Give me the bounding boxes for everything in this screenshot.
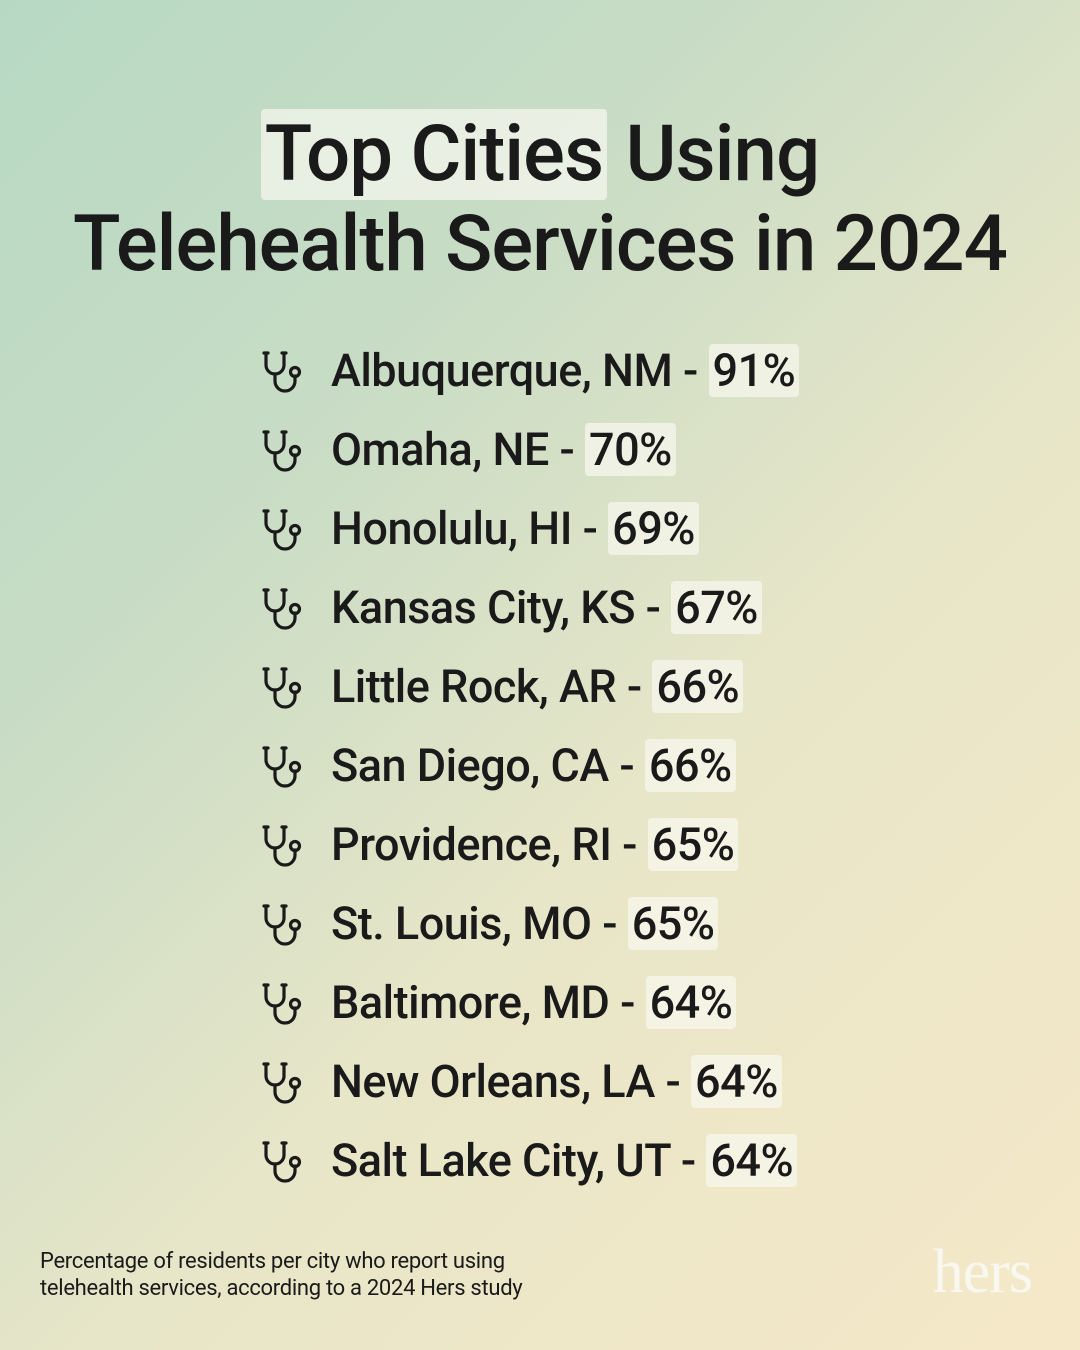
city-percentage: 91% xyxy=(709,344,800,397)
stethoscope-icon xyxy=(255,900,303,948)
list-item: Omaha, NE - 70% xyxy=(255,423,1080,476)
list-item: Little Rock, AR - 66% xyxy=(255,660,1080,713)
title-line1-rest: Using xyxy=(607,109,819,200)
list-item-text: Providence, RI - 65% xyxy=(331,818,738,871)
city-name: Salt Lake City, UT xyxy=(331,1134,670,1187)
list-item: Salt Lake City, UT - 64% xyxy=(255,1134,1080,1187)
page-title: Top Cities Using Telehealth Services in … xyxy=(0,0,1080,289)
city-name: Providence, RI xyxy=(331,818,611,871)
list-item-text: New Orleans, LA - 64% xyxy=(331,1055,782,1108)
city-name: San Diego, CA xyxy=(331,739,609,792)
list-item: San Diego, CA - 66% xyxy=(255,739,1080,792)
city-name: Albuquerque, NM xyxy=(331,344,672,397)
brand-logo: hers xyxy=(933,1237,1032,1308)
city-percentage: 64% xyxy=(706,1134,797,1187)
city-percentage: 69% xyxy=(608,502,699,555)
city-percentage: 65% xyxy=(648,818,739,871)
list-item: Providence, RI - 65% xyxy=(255,818,1080,871)
list-item-text: Albuquerque, NM - 91% xyxy=(331,344,799,397)
list-item-text: Little Rock, AR - 66% xyxy=(331,660,743,713)
list-item: St. Louis, MO - 65% xyxy=(255,897,1080,950)
city-name: Baltimore, MD xyxy=(331,976,609,1029)
city-name: Omaha, NE xyxy=(331,423,549,476)
stethoscope-icon xyxy=(255,663,303,711)
city-percentage: 66% xyxy=(645,739,736,792)
list-item: Albuquerque, NM - 91% xyxy=(255,344,1080,397)
list-item-text: San Diego, CA - 66% xyxy=(331,739,736,792)
city-percentage: 64% xyxy=(646,976,737,1029)
stethoscope-icon xyxy=(255,347,303,395)
footnote-text: Percentage of residents per city who rep… xyxy=(40,1249,560,1302)
list-item-text: Honolulu, HI - 69% xyxy=(331,502,699,555)
city-percentage: 70% xyxy=(585,423,676,476)
list-item: New Orleans, LA - 64% xyxy=(255,1055,1080,1108)
stethoscope-icon xyxy=(255,505,303,553)
stethoscope-icon xyxy=(255,979,303,1027)
list-item-text: Baltimore, MD - 64% xyxy=(331,976,736,1029)
stethoscope-icon xyxy=(255,821,303,869)
list-item-text: Omaha, NE - 70% xyxy=(331,423,676,476)
title-line2: Telehealth Services in 2024 xyxy=(73,199,1007,290)
city-name: St. Louis, MO xyxy=(331,897,592,950)
list-item: Honolulu, HI - 69% xyxy=(255,502,1080,555)
stethoscope-icon xyxy=(255,742,303,790)
stethoscope-icon xyxy=(255,426,303,474)
city-percentage: 67% xyxy=(671,581,762,634)
city-name: Little Rock, AR xyxy=(331,660,616,713)
list-item-text: Salt Lake City, UT - 64% xyxy=(331,1134,797,1187)
stethoscope-icon xyxy=(255,584,303,632)
city-name: Honolulu, HI xyxy=(331,502,572,555)
list-item: Baltimore, MD - 64% xyxy=(255,976,1080,1029)
city-list: Albuquerque, NM - 91% Omaha, NE - 70% Ho… xyxy=(255,344,1080,1187)
stethoscope-icon xyxy=(255,1137,303,1185)
title-highlight: Top Cities xyxy=(261,109,607,200)
city-name: New Orleans, LA xyxy=(331,1055,655,1108)
list-item-text: St. Louis, MO - 65% xyxy=(331,897,718,950)
city-percentage: 65% xyxy=(628,897,719,950)
stethoscope-icon xyxy=(255,1058,303,1106)
city-name: Kansas City, KS xyxy=(331,581,635,634)
city-percentage: 66% xyxy=(652,660,743,713)
list-item: Kansas City, KS - 67% xyxy=(255,581,1080,634)
city-percentage: 64% xyxy=(691,1055,782,1108)
list-item-text: Kansas City, KS - 67% xyxy=(331,581,762,634)
